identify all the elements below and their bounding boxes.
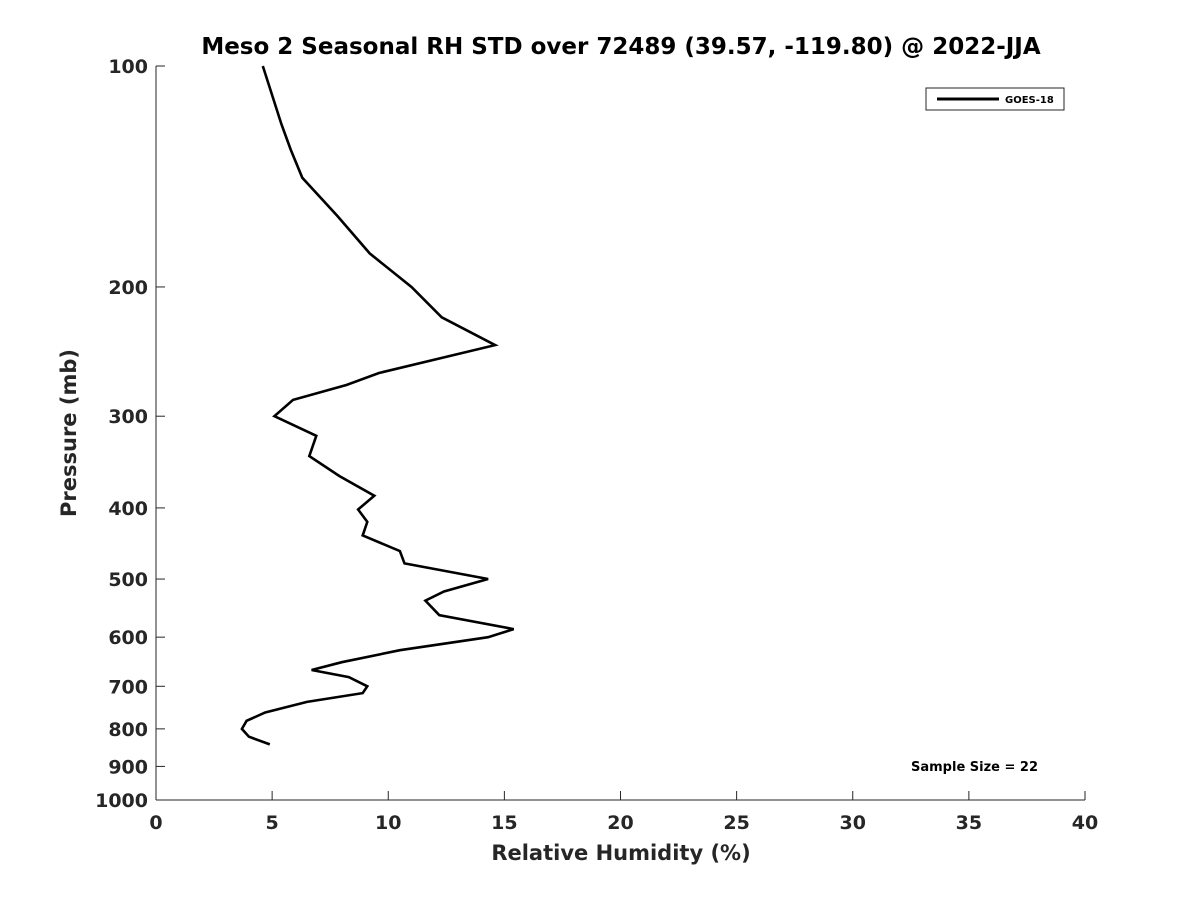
x-tick-label: 0 [149, 812, 162, 834]
sample-size-annotation: Sample Size = 22 [911, 760, 1038, 775]
x-tick-label: 5 [266, 812, 279, 834]
plot-area: 0 5 10 15 20 25 30 35 40 100 200 300 400 500 600 700 80… [95, 56, 1098, 834]
y-tick-label: 100 [108, 56, 148, 78]
series-layer [240, 65, 515, 746]
y-tick-label: 300 [108, 406, 148, 428]
x-axis-label: Relative Humidity (%) [491, 841, 750, 865]
legend-entry: GOES-18 [1005, 95, 1054, 106]
y-axis-label: Pressure (mb) [57, 349, 81, 517]
x-tick-label: 20 [607, 812, 633, 834]
y-ticks: 100 200 300 400 500 600 700 800 900 1000 [95, 56, 165, 812]
y-tick-label: 1000 [95, 790, 148, 812]
y-tick-label: 400 [108, 498, 148, 520]
series-line [240, 65, 515, 746]
y-tick-label: 700 [108, 676, 148, 698]
x-ticks: 0 5 10 15 20 25 30 35 40 [149, 791, 1098, 834]
x-tick-label: 10 [375, 812, 401, 834]
x-tick-label: 15 [491, 812, 517, 834]
y-tick-label: 800 [108, 719, 148, 741]
x-tick-label: 25 [723, 812, 749, 834]
y-tick-label: 500 [108, 569, 148, 591]
x-tick-label: 35 [956, 812, 982, 834]
legend: GOES-18 [925, 87, 1065, 111]
y-tick-label: 900 [108, 756, 148, 778]
x-tick-label: 40 [1072, 812, 1098, 834]
x-tick-label: 30 [840, 812, 866, 834]
y-tick-label: 200 [108, 277, 148, 299]
y-tick-label: 600 [108, 627, 148, 649]
chart-title: Meso 2 Seasonal RH STD over 72489 (39.57… [201, 34, 1041, 60]
